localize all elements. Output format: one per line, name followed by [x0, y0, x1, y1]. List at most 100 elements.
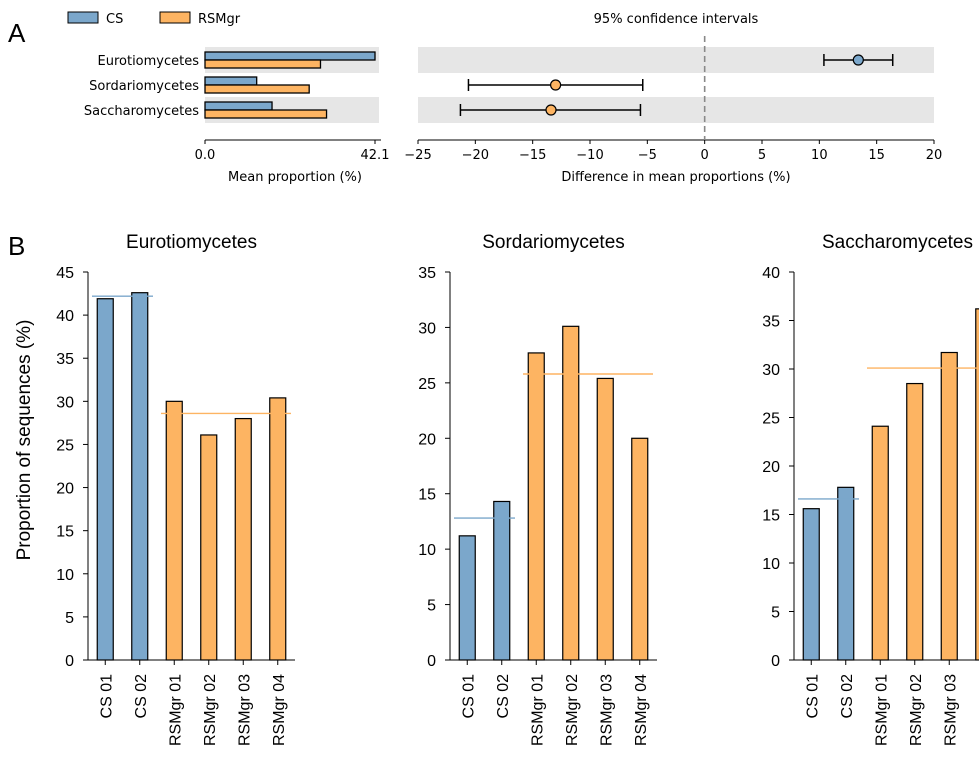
x-tick-label: RSMgr 03 [598, 674, 615, 746]
y-tick-label: 0 [65, 653, 74, 670]
y-tick-label: 15 [418, 487, 436, 504]
panel-a-plots: Eurotiomycetes Sordariomycetes Saccharomyc… [84, 36, 942, 163]
y-tick-label: 10 [56, 567, 74, 584]
y-tick-label: 15 [762, 508, 780, 525]
y-tick-label: 25 [418, 376, 436, 393]
bar-rsmgr-04 [269, 397, 287, 661]
bar-cs-02 [837, 486, 855, 661]
x-tick-label: RSMgr 03 [942, 674, 959, 746]
legend-label-cs: CS [106, 12, 123, 27]
y-tick-label: 45 [56, 265, 74, 282]
bar-cs-01 [802, 508, 820, 661]
y-tick-label: 25 [762, 411, 780, 428]
y-tick-label: 10 [418, 542, 436, 559]
bar-rsmgr-03 [234, 417, 252, 661]
legend: CS RSMgr [67, 11, 241, 27]
right-tick-label: 20 [926, 148, 943, 163]
x-tick-label: CS 01 [98, 674, 115, 719]
bar-cs-02 [131, 292, 149, 661]
bar-rsmgr-02 [906, 382, 924, 661]
right-tick-label: −15 [519, 148, 546, 163]
x-tick-label: RSMgr 01 [529, 674, 546, 746]
right-tick-label: −20 [462, 148, 489, 163]
x-tick-label: CS 02 [839, 674, 856, 719]
x-tick-label: RSMgr 04 [633, 674, 650, 746]
legend-label-rsmgr: RSMgr [198, 12, 241, 27]
panel-b-label: B [8, 231, 25, 261]
x-tick-label: RSMgr 01 [873, 674, 890, 746]
x-tick-label: CS 01 [460, 674, 477, 719]
bar-cs-01 [96, 298, 114, 661]
y-tick-label: 5 [65, 610, 74, 627]
ci-point [549, 79, 562, 91]
ci-point [852, 54, 864, 66]
row-label: Sordariomycetes [89, 79, 199, 94]
y-tick-label: 0 [427, 653, 436, 670]
x-tick-label: RSMgr 04 [271, 674, 288, 746]
mean-bar-rsmgr [204, 59, 322, 69]
y-tick-label: 40 [762, 265, 780, 282]
ci-point [545, 104, 557, 116]
mean-bar-rsmgr [204, 109, 328, 119]
subplot-title: Saccharomycetes [822, 232, 973, 253]
subplot-2: Sordariomycetes 0 5 10 15 20 25 30 35 CS 01 CS 02 R… [418, 232, 657, 746]
y-tick-label: 30 [56, 394, 74, 411]
mean-bar-rsmgr [204, 84, 310, 94]
x-tick-label: CS 02 [495, 674, 512, 719]
bar-rsmgr-02 [200, 434, 218, 661]
bar-rsmgr-04 [975, 308, 979, 661]
y-tick-label: 5 [427, 598, 436, 615]
subplot-title: Sordariomycetes [482, 232, 625, 253]
bar-rsmgr-01 [165, 400, 183, 661]
y-tick-label: 35 [762, 314, 780, 331]
bar-rsmgr-01 [871, 425, 889, 661]
legend-swatch-cs [67, 11, 99, 24]
x-tick-label: RSMgr 02 [202, 674, 219, 746]
subplot-3: Saccharomycetes 0 5 10 15 20 25 30 35 40 CS 01 CS 0… [762, 232, 979, 746]
x-tick-label: CS 02 [133, 674, 150, 719]
y-tick-label: 10 [762, 556, 780, 573]
bar-rsmgr-01 [527, 352, 545, 661]
y-tick-label: 20 [762, 459, 780, 476]
right-tick-label: 0 [701, 148, 709, 163]
mean-bar-cs [204, 101, 273, 111]
y-tick-label: 40 [56, 308, 74, 325]
mean-bar-cs [204, 51, 376, 61]
subplot-1: Eurotiomycetes 0 5 10 15 20 25 30 35 40 45 CS 01 CS … [56, 232, 295, 746]
panel-b-ylabel: Proportion of sequences (%) [14, 320, 35, 561]
y-tick-label: 0 [771, 653, 780, 670]
right-xlabel: Difference in mean proportions (%) [561, 170, 790, 185]
y-tick-label: 15 [56, 524, 74, 541]
row-label: Saccharomycetes [84, 104, 199, 119]
right-tick-label: 10 [811, 148, 828, 163]
bar-rsmgr-04 [631, 437, 649, 661]
right-tick-label: −5 [638, 148, 657, 163]
right-tick-label: −25 [404, 148, 431, 163]
bar-rsmgr-03 [940, 351, 958, 661]
ci-title: 95% confidence intervals [594, 12, 759, 27]
x-tick-label: CS 01 [804, 674, 821, 719]
mean-bar-cs [204, 76, 258, 86]
right-tick-label: −10 [576, 148, 603, 163]
bar-rsmgr-02 [562, 325, 580, 661]
y-tick-label: 30 [418, 320, 436, 337]
left-xlabel: Mean proportion (%) [228, 170, 362, 185]
bar-cs-02 [493, 500, 511, 661]
y-tick-label: 5 [771, 605, 780, 622]
legend-swatch-rsmgr [159, 11, 191, 24]
subplot-title: Eurotiomycetes [126, 232, 257, 253]
y-tick-label: 35 [56, 351, 74, 368]
y-tick-label: 20 [56, 481, 74, 498]
x-tick-label: RSMgr 02 [564, 674, 581, 746]
y-tick-label: 25 [56, 437, 74, 454]
x-tick-label: RSMgr 04 [977, 674, 979, 746]
y-tick-label: 20 [418, 431, 436, 448]
left-tick-label: 0.0 [195, 148, 216, 163]
right-tick-label: 5 [758, 148, 766, 163]
left-tick-label: 42.1 [361, 148, 390, 163]
right-tick-label: 15 [868, 148, 885, 163]
panel-a-label: A [8, 18, 26, 48]
bar-rsmgr-03 [596, 377, 614, 661]
x-tick-label: RSMgr 02 [908, 674, 925, 746]
